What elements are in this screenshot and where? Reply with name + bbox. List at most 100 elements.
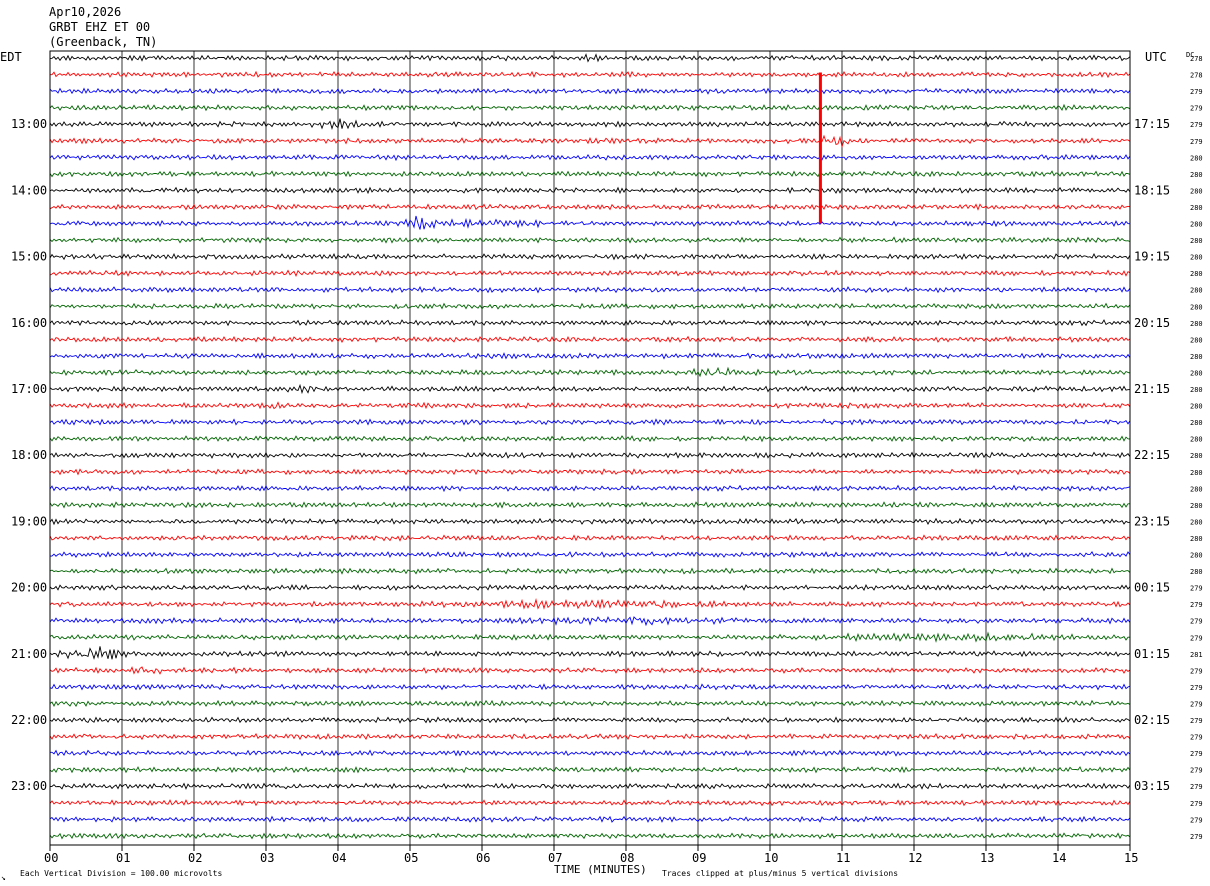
dc-offset-label: 279 [1190, 601, 1203, 609]
right-hour-label: 02:15 [1134, 713, 1170, 727]
trace-row [49, 732, 1131, 741]
scale-note: Each Vertical Division = 100.00 microvol… [20, 869, 222, 878]
left-hour-label: 22:00 [11, 713, 47, 727]
trace-row [49, 302, 1131, 310]
trace-row [49, 435, 1131, 443]
trace-row [49, 683, 1131, 691]
trace-row [49, 815, 1131, 823]
dc-offset-label: 280 [1190, 353, 1203, 361]
trace-row [49, 716, 1131, 724]
dc-offset-label: 280 [1190, 369, 1203, 377]
dc-offset-label: 279 [1190, 618, 1203, 626]
trace-row [49, 451, 1131, 459]
left-hour-label: 17:00 [11, 382, 47, 396]
dc-offset-label: 279 [1190, 783, 1203, 791]
dc-label: DC [1186, 51, 1194, 59]
x-tick-label: 00 [44, 851, 58, 865]
dc-offset-label: 279 [1190, 700, 1203, 708]
x-tick-label: 08 [620, 851, 634, 865]
dc-offset-label: 280 [1190, 403, 1203, 411]
x-tick-label: 09 [692, 851, 706, 865]
trace-row [49, 352, 1131, 360]
trace-row [49, 646, 1131, 660]
right-hour-label: 21:15 [1134, 382, 1170, 396]
header-station: GRBT EHZ ET 00 [49, 20, 150, 34]
plot-frame [49, 50, 1131, 846]
right-hour-label: 18:15 [1134, 183, 1170, 197]
x-tick-label: 13 [980, 851, 994, 865]
seismic-traces [49, 53, 1131, 840]
dc-offset-label: 280 [1190, 237, 1203, 245]
right-hour-label: 00:15 [1134, 581, 1170, 595]
trace-row [49, 583, 1131, 592]
trace-row [49, 269, 1131, 277]
trace-row [49, 153, 1131, 162]
x-tick-label: 10 [764, 851, 778, 865]
trace-row [49, 335, 1131, 343]
dc-offset-label: 280 [1190, 485, 1203, 493]
right-hour-label: 01:15 [1134, 647, 1170, 661]
x-tick-label: 04 [332, 851, 346, 865]
trace-row [50, 70, 1131, 79]
dc-offset-label: 280 [1190, 452, 1203, 460]
dc-offset-label: 280 [1190, 270, 1203, 278]
dc-offset-label: 280 [1190, 436, 1203, 444]
dc-offset-label: 279 [1190, 138, 1203, 146]
dc-offset-label: 280 [1190, 518, 1203, 526]
trace-row [49, 468, 1131, 476]
x-tick-labels: 00 01 02 03 04 05 06 07 08 09 10 11 12 13 14 15 [44, 845, 1138, 865]
dc-offset-label: 280 [1190, 287, 1203, 295]
dc-offset-label: 280 [1190, 419, 1203, 427]
dc-offset-label: 280 [1190, 386, 1203, 394]
trace-row [49, 87, 1131, 95]
trace-row [49, 517, 1131, 526]
right-hour-label: 22:15 [1134, 448, 1170, 462]
header-location: (Greenback, TN) [49, 35, 157, 49]
dc-offset-label: 280 [1190, 187, 1203, 195]
dc-offset-label: 280 [1190, 502, 1203, 510]
trace-row [49, 534, 1131, 542]
right-hour-label: 19:15 [1134, 250, 1170, 264]
x-tick-label: 07 [548, 851, 562, 865]
right-hour-label: 03:15 [1134, 779, 1170, 793]
right-timezone-label: UTC [1145, 50, 1167, 64]
dc-offset-label: 280 [1190, 552, 1203, 560]
clip-note: Traces clipped at plus/minus 5 vertical … [662, 869, 898, 878]
x-tick-label: 11 [836, 851, 850, 865]
right-hour-label: 23:15 [1134, 514, 1170, 528]
trace-row [49, 832, 1131, 840]
trace-row [49, 782, 1131, 790]
left-hour-labels: 13:00 14:00 15:00 16:00 17:00 18:00 19:00 20:00… [11, 117, 47, 793]
dc-offset-label: 280 [1190, 303, 1203, 311]
dc-offset-label: 278 [1190, 55, 1203, 63]
dc-offset-label: 279 [1190, 684, 1203, 692]
x-tick-label: 02 [188, 851, 202, 865]
trace-row [49, 252, 1131, 261]
dc-offset-label: 279 [1190, 634, 1203, 642]
dc-offset-label: 279 [1190, 121, 1203, 129]
trace-row [49, 203, 1131, 211]
trace-row [49, 236, 1131, 244]
left-hour-label: 23:00 [11, 779, 47, 793]
corner-mark: ↘ [1, 873, 6, 882]
left-hour-label: 20:00 [11, 581, 47, 595]
right-hour-labels: 17:15 18:15 19:15 20:15 21:15 22:15 23:15 00:15… [1134, 117, 1170, 793]
dc-offset-label: 281 [1190, 651, 1203, 659]
trace-row [49, 118, 1131, 131]
dc-offset-label: 280 [1190, 469, 1203, 477]
trace-row [49, 170, 1131, 178]
trace-row [49, 186, 1131, 195]
left-hour-label: 15:00 [11, 250, 47, 264]
left-hour-label: 16:00 [11, 316, 47, 330]
trace-row [49, 215, 1131, 230]
dc-offset-label: 280 [1190, 320, 1203, 328]
trace-row [49, 699, 1131, 708]
x-tick-label: 01 [116, 851, 130, 865]
dc-offset-label: 279 [1190, 105, 1203, 113]
dc-offset-label: 279 [1190, 816, 1203, 824]
left-hour-label: 13:00 [11, 117, 47, 131]
left-timezone-label: EDT [0, 50, 22, 64]
dc-offset-label: 280 [1190, 568, 1203, 576]
trace-row [49, 551, 1131, 559]
dc-offset-label: 280 [1190, 535, 1203, 543]
